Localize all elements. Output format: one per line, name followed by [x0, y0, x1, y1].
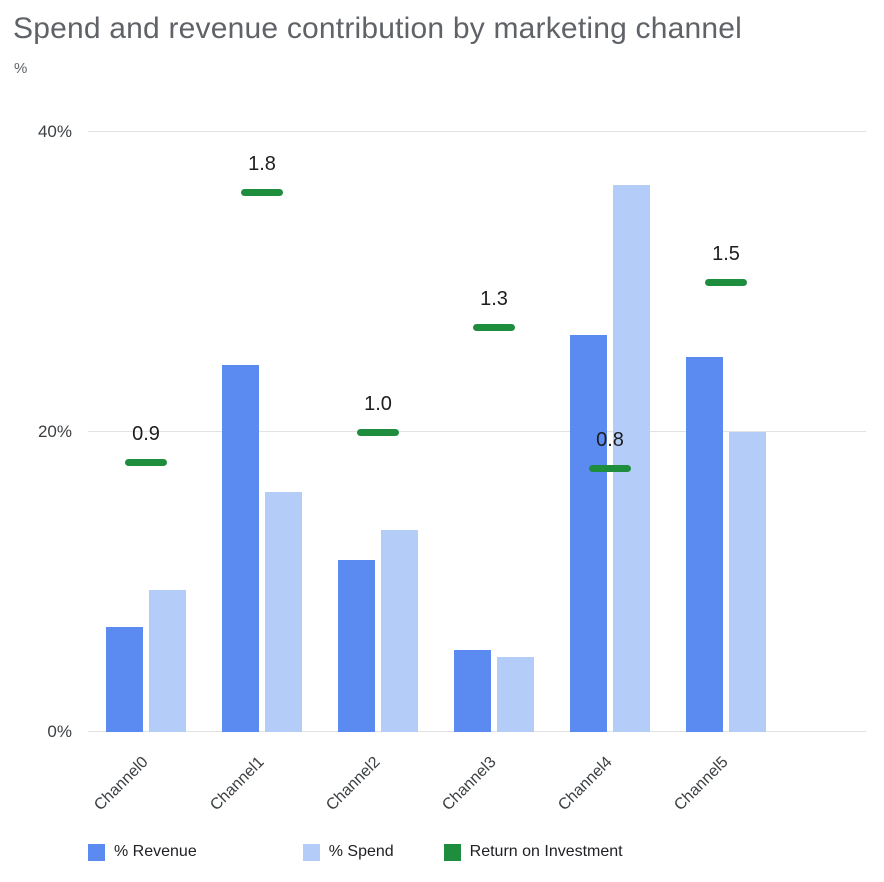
gridline: [88, 431, 866, 432]
legend-swatch: [302, 843, 320, 861]
spend-bar: [497, 657, 534, 732]
x-axis-label: Channel2: [323, 753, 384, 815]
revenue-bar: [454, 649, 491, 732]
legend-label: % Spend: [328, 843, 394, 860]
roi-value-label: 1.8: [248, 153, 276, 175]
spend-bar: [149, 589, 186, 732]
revenue-bar: [338, 559, 375, 732]
y-axis-tick-label: 0%: [47, 722, 72, 741]
roi-marker: [357, 429, 399, 436]
revenue-bar: [570, 334, 607, 732]
y-axis-tick-label: 20%: [37, 422, 72, 441]
legend-swatch: [443, 843, 461, 861]
legend-label: Return on Investment: [469, 843, 623, 860]
roi-marker: [705, 279, 747, 286]
spend-bar: [381, 529, 418, 732]
legend-item: % Revenue: [88, 843, 197, 861]
roi-marker: [125, 459, 167, 466]
plot-area: 0.9 1.8 1.0 1.3 0.8 1.5: [88, 112, 866, 732]
x-axis-label: Channel5: [671, 753, 732, 815]
spend-bar: [265, 492, 302, 732]
roi-marker: [241, 189, 283, 196]
x-axis-label: Channel3: [439, 753, 500, 815]
gridline: [88, 131, 866, 132]
y-axis-labels: 0% 20% 40%: [0, 0, 80, 882]
revenue-bar: [222, 364, 259, 732]
roi-value-label: 0.9: [132, 423, 160, 445]
roi-value-label: 1.0: [364, 393, 392, 415]
spend-bar: [613, 184, 650, 732]
legend-swatch: [88, 843, 105, 861]
spend-bar: [729, 432, 766, 732]
y-axis-tick-label: 40%: [37, 122, 72, 141]
roi-value-label: 1.3: [480, 288, 508, 310]
chart-title: Spend and revenue contribution by market…: [13, 12, 743, 45]
revenue-bar: [686, 357, 723, 732]
legend: % Revenue % Spend Return on Investment: [88, 843, 623, 861]
legend-item: % Spend: [302, 843, 394, 861]
y-axis-unit-label: %: [14, 60, 28, 77]
x-axis-label: Channel1: [207, 753, 268, 815]
roi-marker: [589, 465, 631, 472]
revenue-bar: [106, 627, 143, 732]
roi-value-label: 0.8: [596, 429, 624, 451]
x-axis-label: Channel4: [555, 753, 616, 815]
legend-item: Return on Investment: [443, 843, 623, 861]
legend-label: % Revenue: [114, 843, 197, 860]
roi-marker: [473, 324, 515, 331]
roi-value-label: 1.5: [712, 243, 740, 265]
